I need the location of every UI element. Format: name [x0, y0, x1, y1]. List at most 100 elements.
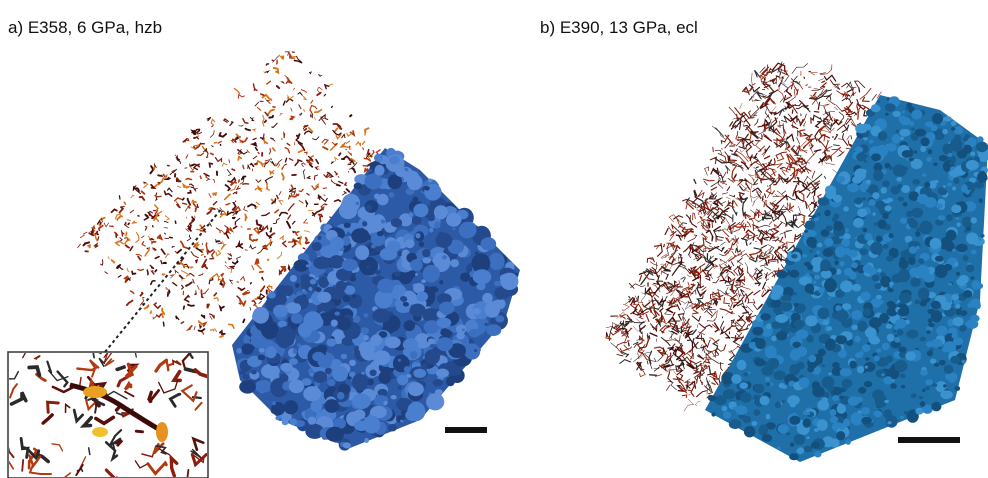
vein	[698, 190, 704, 198]
vein	[267, 100, 271, 103]
vein	[246, 129, 251, 131]
vein	[265, 120, 267, 122]
blob	[770, 292, 781, 300]
blob	[363, 335, 369, 341]
vein	[136, 254, 142, 256]
vein	[214, 298, 218, 301]
blob	[911, 128, 915, 131]
vein	[839, 112, 844, 122]
blob	[915, 300, 921, 305]
vein	[269, 149, 270, 154]
vein	[347, 157, 350, 160]
vein	[737, 244, 745, 255]
vein	[774, 139, 786, 141]
blob	[887, 287, 890, 290]
vein	[767, 186, 768, 187]
blob	[877, 268, 881, 272]
blob	[966, 226, 971, 231]
vein	[156, 196, 161, 197]
vein	[291, 108, 292, 111]
vein	[284, 133, 285, 137]
blob	[865, 327, 877, 338]
vein	[324, 195, 325, 196]
vein	[138, 269, 144, 270]
vein	[206, 150, 208, 157]
vein	[299, 151, 303, 153]
vein	[104, 223, 109, 227]
vein	[668, 373, 672, 383]
vein	[790, 203, 794, 209]
blob	[239, 380, 256, 394]
blob	[317, 292, 331, 303]
blob	[428, 338, 435, 344]
vein	[695, 361, 702, 364]
vein	[225, 226, 227, 228]
blob	[955, 304, 960, 309]
vein	[810, 144, 812, 149]
vein	[250, 117, 254, 120]
vein	[273, 219, 279, 224]
vein	[243, 320, 244, 323]
blob	[295, 283, 299, 288]
blob	[869, 140, 874, 144]
vein	[213, 193, 216, 195]
vein	[272, 60, 273, 61]
vein	[256, 202, 259, 205]
vein	[329, 84, 333, 85]
blob	[760, 313, 771, 320]
blob	[794, 303, 799, 307]
blob	[882, 213, 888, 219]
vein	[623, 353, 628, 357]
blob	[392, 285, 406, 297]
blob	[895, 335, 898, 337]
vein	[130, 210, 134, 213]
vein	[210, 163, 213, 167]
vein	[210, 274, 218, 280]
vein	[734, 285, 742, 288]
vein	[269, 159, 272, 164]
blob	[914, 150, 917, 153]
vein	[239, 125, 244, 126]
blob	[485, 323, 488, 326]
blob	[868, 199, 875, 206]
vein	[335, 157, 338, 161]
vein	[780, 168, 783, 169]
vein	[189, 274, 194, 277]
vein	[715, 219, 716, 223]
blob	[956, 272, 960, 276]
blob	[824, 278, 837, 292]
vein	[776, 76, 780, 77]
blob	[708, 395, 716, 401]
blob	[494, 281, 499, 287]
blob	[396, 169, 407, 177]
blob	[397, 375, 408, 385]
vein	[78, 244, 81, 248]
vein	[175, 251, 177, 252]
blob	[818, 242, 823, 247]
blob	[874, 355, 880, 361]
vein	[310, 72, 312, 74]
blob	[805, 315, 818, 326]
vein	[231, 186, 236, 191]
blob	[928, 323, 934, 328]
vein	[620, 360, 631, 364]
blob	[387, 241, 401, 253]
vein	[797, 162, 798, 166]
vein	[779, 110, 784, 116]
blob	[361, 372, 365, 375]
vein	[337, 185, 340, 186]
blob	[372, 309, 390, 323]
vein	[816, 122, 821, 128]
blob	[404, 320, 415, 331]
blob	[789, 453, 799, 460]
vein	[697, 325, 698, 328]
blob	[803, 419, 811, 428]
vein	[306, 200, 307, 207]
blob	[782, 385, 787, 389]
blob	[336, 317, 351, 330]
vein	[677, 347, 684, 354]
vein	[860, 88, 871, 99]
blob	[428, 179, 432, 183]
vein	[702, 287, 706, 290]
vein	[284, 164, 286, 165]
